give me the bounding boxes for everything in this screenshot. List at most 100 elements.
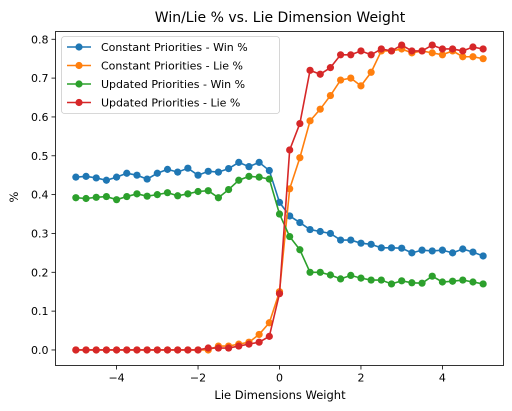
data-point [72, 173, 80, 181]
data-point [306, 268, 314, 276]
data-point [204, 167, 212, 175]
data-point [153, 346, 161, 354]
legend-entry: Updated Priorities - Lie % [67, 97, 240, 110]
data-point [143, 175, 151, 183]
data-point [469, 278, 477, 286]
x-tick-label: −2 [190, 372, 206, 385]
data-point [336, 236, 345, 244]
data-point [265, 319, 273, 327]
data-point [479, 55, 487, 63]
data-point [448, 277, 457, 285]
data-point [438, 51, 447, 59]
y-tick-label: 0.7 [31, 72, 49, 85]
data-point [194, 346, 202, 354]
data-point [326, 64, 335, 72]
data-point [428, 41, 436, 49]
data-point [112, 346, 121, 354]
legend: Constant Priorities - Win % Constant Prio… [61, 36, 280, 114]
data-point [306, 66, 314, 74]
data-point [265, 175, 273, 183]
data-point [245, 172, 253, 180]
data-point [357, 274, 365, 282]
data-point [133, 190, 141, 198]
data-point [398, 277, 406, 285]
data-point [347, 236, 355, 244]
y-tick-label: 0.5 [31, 150, 49, 163]
data-point [438, 278, 447, 286]
data-point [306, 225, 314, 234]
data-point [306, 117, 314, 125]
data-point [377, 244, 385, 252]
data-point [428, 247, 436, 255]
data-point [123, 169, 131, 177]
data-point [347, 74, 355, 82]
data-point [286, 185, 294, 193]
data-point [336, 51, 345, 59]
x-tick-label: 4 [439, 372, 446, 385]
data-point [275, 198, 284, 206]
data-point [82, 172, 90, 180]
data-point [163, 346, 172, 354]
data-point [357, 82, 365, 90]
data-point [438, 45, 447, 53]
data-point [82, 194, 90, 203]
legend-label: Constant Priorities - Win % [101, 41, 248, 54]
data-point [428, 272, 436, 280]
data-point [72, 346, 80, 354]
data-point [255, 338, 263, 346]
data-point [326, 271, 335, 279]
y-tick-label: 0.6 [31, 111, 49, 124]
data-point [316, 268, 324, 276]
data-point [255, 173, 263, 181]
data-point [459, 47, 467, 55]
data-point [357, 47, 365, 55]
data-point [174, 168, 182, 176]
series-3 [72, 41, 487, 354]
data-point [214, 194, 223, 202]
data-point [194, 171, 202, 179]
data-point [418, 47, 426, 55]
data-point [387, 47, 396, 55]
data-point [479, 280, 487, 288]
data-point [72, 194, 80, 202]
data-point [224, 185, 233, 194]
data-point [316, 227, 324, 236]
data-point [469, 53, 477, 61]
legend-swatch-marker [75, 43, 83, 51]
series-2 [72, 172, 487, 288]
legend-label: Updated Priorities - Win % [101, 78, 245, 91]
data-point [153, 191, 161, 199]
data-point [286, 146, 294, 154]
data-point [112, 196, 121, 204]
data-point [459, 245, 467, 253]
data-point [336, 275, 345, 283]
data-point [92, 174, 100, 182]
data-point [92, 346, 100, 354]
data-point [326, 91, 335, 100]
data-point [408, 249, 416, 257]
data-point [194, 187, 202, 196]
data-point [347, 271, 355, 279]
data-point [112, 173, 121, 181]
data-point [224, 164, 233, 173]
data-point [204, 344, 212, 352]
data-point [387, 244, 396, 252]
legend-entry: Constant Priorities - Win % [67, 41, 248, 54]
data-point [336, 76, 345, 84]
data-point [123, 192, 131, 201]
legend-swatch-marker [75, 61, 83, 70]
data-point [255, 158, 263, 166]
data-point [265, 166, 273, 175]
data-point [286, 232, 294, 241]
y-tick-label: 0.0 [31, 344, 49, 357]
axis-ticks: −4 −2 0 2 4 0.0 0.1 0.2 0.3 0.4 0.5 0.6 0.7 0.8 [31, 33, 446, 384]
data-point [377, 276, 385, 284]
data-point [387, 280, 396, 288]
y-axis-label: % [7, 191, 21, 202]
data-point [448, 45, 457, 53]
data-point [153, 169, 161, 177]
data-point [184, 346, 192, 354]
data-point [235, 342, 243, 350]
data-point [428, 49, 436, 57]
x-axis-label: Lie Dimensions Weight [214, 388, 346, 402]
